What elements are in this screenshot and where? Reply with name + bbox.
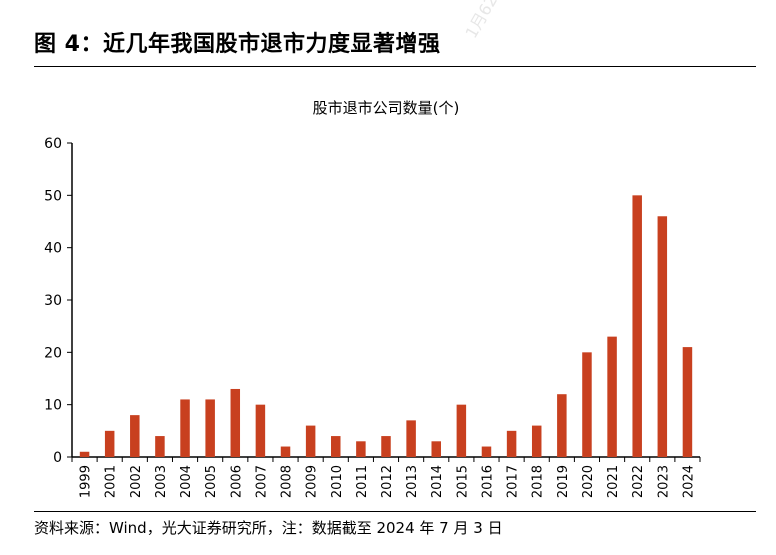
x-tick-label: 2005 — [204, 465, 219, 498]
bar-2016 — [481, 446, 492, 457]
bar-2013 — [406, 420, 416, 457]
bar-2019 — [557, 394, 567, 457]
source-divider — [34, 511, 756, 512]
title-divider — [34, 66, 756, 67]
y-tick-label: 20 — [44, 345, 62, 361]
y-tick-label: 30 — [44, 293, 62, 309]
x-tick-label: 2012 — [380, 465, 395, 498]
y-tick-label: 50 — [44, 188, 62, 204]
x-tick-label: 2010 — [330, 465, 345, 498]
x-tick-label: 1999 — [79, 465, 94, 498]
bar-2009 — [305, 425, 316, 457]
bar-2017 — [506, 430, 517, 457]
x-tick-label: 2023 — [656, 465, 671, 498]
x-tick-label: 2004 — [179, 465, 194, 498]
bar-2005 — [205, 399, 215, 457]
x-tick-label: 2007 — [254, 465, 269, 498]
x-tick-label: 2024 — [681, 465, 696, 498]
bar-2023 — [657, 216, 668, 457]
bar-2018 — [531, 425, 542, 457]
y-tick-label: 60 — [44, 136, 62, 152]
x-tick-label: 2008 — [280, 465, 295, 498]
bar-2012 — [381, 436, 391, 457]
bar-2003 — [155, 436, 165, 457]
y-tick-label: 10 — [44, 398, 62, 414]
bar-2010 — [331, 436, 341, 457]
y-tick-label: 0 — [53, 450, 62, 466]
x-tick-label: 2020 — [581, 465, 596, 498]
bar-2007 — [255, 404, 266, 457]
x-tick-label: 2006 — [229, 465, 244, 498]
bars — [79, 195, 693, 458]
x-tick-label: 2022 — [631, 465, 646, 498]
bar-2020 — [582, 352, 592, 457]
x-tick-label: 2019 — [556, 465, 571, 498]
bar-2001 — [104, 430, 115, 457]
bar-2011 — [356, 441, 366, 457]
x-axis: 1999 2001 2002 2003 2004 2005 2006 2007 2008 2009… — [71, 456, 701, 498]
x-tick-label: 2016 — [480, 465, 495, 498]
bar-2014 — [431, 441, 441, 457]
bar-2024 — [682, 347, 693, 457]
x-tick-label: 2011 — [355, 465, 370, 498]
y-axis: 0 10 20 30 40 50 60 — [44, 136, 73, 466]
x-tick-label: 2003 — [154, 465, 169, 498]
bar-2021 — [607, 336, 617, 457]
source-note: 资料来源：Wind，光大证券研究所，注：数据截至 2024 年 7 月 3 日 — [34, 519, 503, 537]
bar-2015 — [456, 404, 467, 457]
bar-2006 — [230, 388, 241, 457]
bar-1999 — [79, 451, 90, 457]
bar-2004 — [180, 399, 190, 457]
x-tick-label: 2002 — [129, 465, 144, 498]
x-tick-label: 2013 — [405, 465, 420, 498]
x-tick-label: 2015 — [455, 465, 470, 498]
bar-2008 — [280, 446, 291, 457]
y-tick-label: 40 — [44, 241, 62, 257]
bar-2002 — [130, 415, 140, 457]
chart-title: 股市退市公司数量(个) — [313, 99, 460, 117]
x-tick-label: 2009 — [305, 465, 320, 498]
x-tick-label: 2001 — [104, 465, 119, 498]
bar-2022 — [632, 195, 642, 458]
x-tick-label: 2014 — [430, 465, 445, 498]
x-tick-label: 2017 — [506, 465, 521, 498]
x-tick-label: 2018 — [531, 465, 546, 498]
x-tick-label: 2021 — [606, 465, 621, 498]
figure-title: 图 4：近几年我国股市退市力度显著增强 — [34, 32, 441, 57]
